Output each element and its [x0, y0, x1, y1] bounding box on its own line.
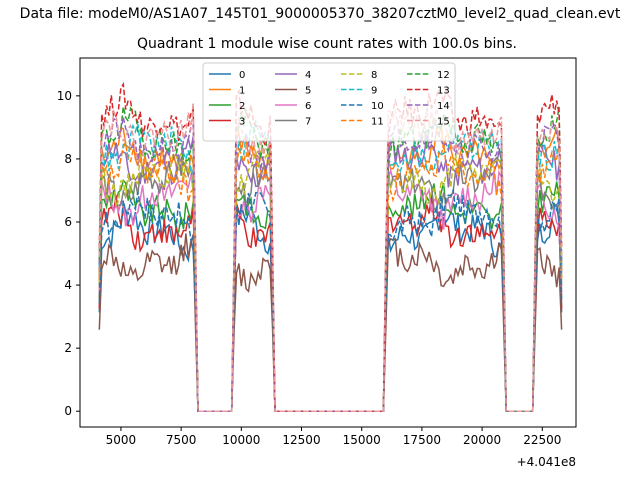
series-line-5 [98, 233, 563, 412]
y-tick-label: 8 [64, 152, 72, 166]
legend-label-6: 6 [305, 101, 311, 112]
legend-label-13: 13 [437, 86, 450, 97]
legend-label-5: 5 [305, 86, 311, 97]
plot-lines [98, 82, 563, 412]
legend-label-15: 15 [437, 117, 450, 128]
chart-title: Quadrant 1 module wise count rates with … [137, 36, 517, 52]
series-line-15 [98, 102, 563, 412]
x-tick-label: 10000 [222, 433, 260, 447]
legend-label-10: 10 [371, 101, 384, 112]
series-line-1 [98, 125, 563, 412]
x-tick-label: 7500 [166, 433, 197, 447]
legend-label-0: 0 [239, 70, 245, 81]
x-offset-label: +4.041e8 [517, 455, 576, 469]
x-tick-label: 12500 [282, 433, 320, 447]
y-tick-label: 0 [64, 404, 72, 418]
x-tick-label: 17500 [403, 433, 441, 447]
series-line-10 [98, 187, 563, 412]
y-tick-label: 2 [64, 341, 72, 355]
y-tick-label: 6 [64, 215, 72, 229]
series-line-13 [98, 82, 563, 412]
x-tick-label: 15000 [343, 433, 381, 447]
legend-label-7: 7 [305, 117, 311, 128]
legend-label-1: 1 [239, 86, 245, 97]
y-tick-label: 10 [57, 89, 72, 103]
x-axis: 5000 7500 10000 12500 15000 17500 20000 22500 [106, 427, 561, 447]
x-tick-label: 5000 [106, 433, 137, 447]
plot-frame [79, 57, 577, 428]
y-tick-label: 4 [64, 278, 72, 292]
legend-label-2: 2 [239, 101, 245, 112]
legend-box [202, 62, 456, 142]
series-line-7 [98, 156, 563, 412]
x-tick-label: 20000 [463, 433, 501, 447]
y-axis: 0 2 4 6 8 10 [57, 89, 80, 418]
series-line-0 [98, 202, 563, 412]
figure-suptitle: Data file: modeM0/AS1A07_145T01_90000053… [19, 6, 621, 22]
legend-label-14: 14 [437, 101, 450, 112]
legend-label-3: 3 [239, 117, 245, 128]
x-tick-label: 22500 [523, 433, 561, 447]
legend-label-11: 11 [371, 117, 384, 128]
legend-label-9: 9 [371, 86, 377, 97]
legend-label-4: 4 [305, 70, 311, 81]
legend-label-8: 8 [371, 70, 377, 81]
legend-label-12: 12 [437, 70, 450, 81]
